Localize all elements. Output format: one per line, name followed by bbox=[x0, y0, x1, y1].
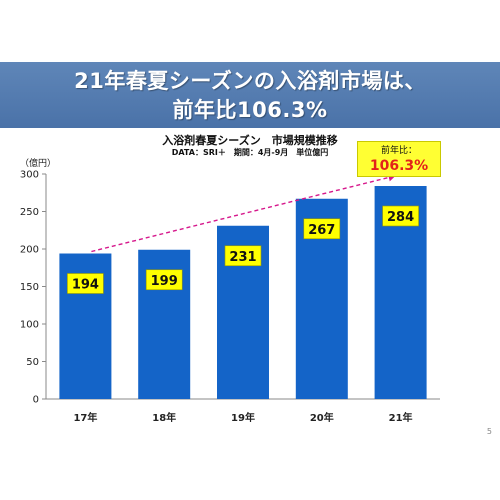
data-label-box bbox=[224, 245, 262, 267]
y-tick-label: 150 bbox=[20, 282, 39, 293]
y-tick-label: 0 bbox=[33, 395, 39, 406]
y-tick-label: 100 bbox=[20, 320, 39, 331]
y-axis-unit-label: （億円） bbox=[20, 159, 57, 169]
data-label-box bbox=[67, 273, 104, 294]
page-number: 5 bbox=[486, 427, 492, 436]
trend-arrow bbox=[91, 173, 396, 253]
y-tick-label: 200 bbox=[20, 245, 39, 256]
yoy-callout-value: 106.3% bbox=[369, 158, 429, 174]
x-tick-label: 20年 bbox=[310, 411, 334, 424]
yoy-callout: 前年比： 106.3% bbox=[357, 141, 441, 177]
y-tick-label: 250 bbox=[20, 207, 39, 218]
title-banner: 21年春夏シーズンの入浴剤市場は、 前年比106.3% bbox=[0, 62, 500, 128]
slide-title-line2: 前年比106.3% bbox=[172, 98, 328, 122]
x-tick-label: 19年 bbox=[231, 411, 255, 424]
data-label: 199 bbox=[151, 274, 178, 289]
data-label: 194 bbox=[72, 278, 99, 293]
data-label-box bbox=[382, 205, 419, 227]
y-tick-label: 50 bbox=[26, 357, 39, 368]
x-tick-label: 21年 bbox=[389, 411, 413, 424]
data-label: 267 bbox=[308, 223, 335, 238]
x-tick-label: 17年 bbox=[73, 411, 97, 424]
chart-subtitle: DATA：SRI＋ 期間：4月-9月 単位億円 bbox=[171, 148, 329, 157]
data-label: 231 bbox=[229, 250, 256, 265]
chart-title: 入浴剤春夏シーズン 市場規模推移 bbox=[162, 134, 338, 147]
y-tick-label: 300 bbox=[20, 170, 39, 181]
x-tick-label: 18年 bbox=[152, 411, 176, 424]
data-label-box bbox=[303, 218, 341, 240]
data-label-box bbox=[145, 269, 183, 291]
slide-title-line1: 21年春夏シーズンの入浴剤市場は、 bbox=[74, 69, 426, 93]
data-label: 284 bbox=[387, 210, 414, 225]
yoy-callout-label: 前年比： bbox=[380, 146, 417, 156]
